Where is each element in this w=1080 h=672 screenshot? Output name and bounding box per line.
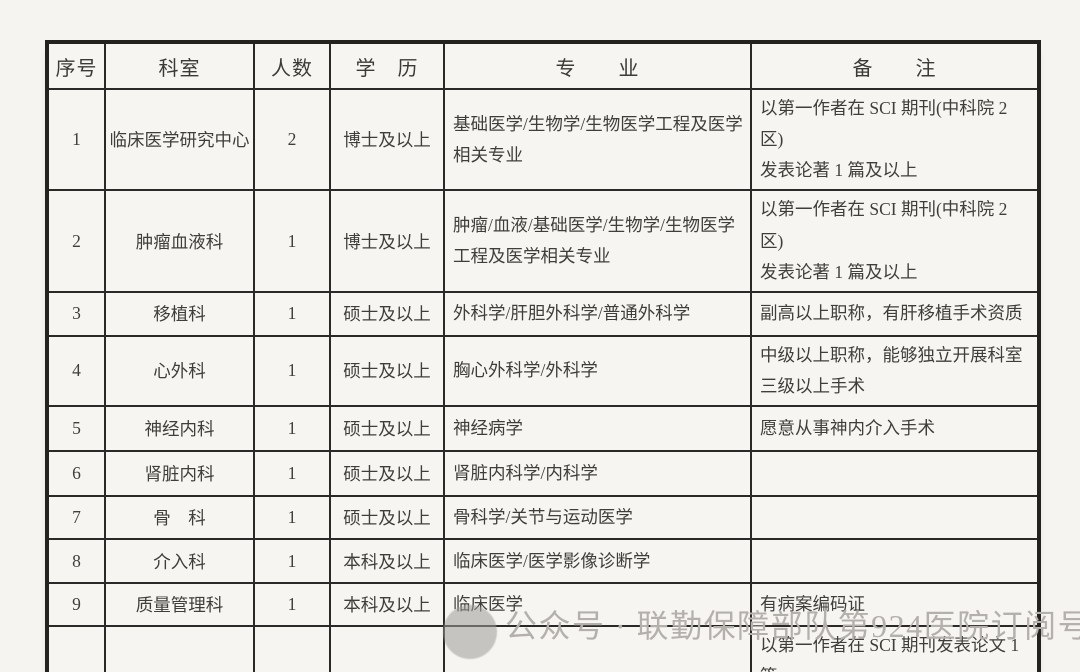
header-remark: 备 注 <box>750 41 1040 90</box>
cell-remark: 以第一作者在 SCI 期刊(中科院 2 区) 发表论著 1 篇及以上 <box>750 87 1040 192</box>
cell-major: 神经病学 <box>443 405 752 453</box>
cell-no: 10 <box>46 625 106 672</box>
cell-no: 7 <box>46 495 106 541</box>
cell-degree: 博士及以上 <box>329 87 445 192</box>
cell-remark: 以第一作者在 SCI 期刊(中科院 2 区) 发表论著 1 篇及以上 <box>750 189 1040 293</box>
cell-dept: 肾脏内科 <box>104 450 255 498</box>
table-row: 2 肿瘤血液科 1 博士及以上 肿瘤/血液/基础医学/生物学/生物医学 工程及医… <box>46 189 1040 293</box>
table-row: 5 神经内科 1 硕士及以上 神经病学 愿意从事神内介入手术 <box>46 405 1040 453</box>
cell-count: 1 <box>253 538 331 585</box>
cell-major: 外科学/肝胆外科学/普通外科学 <box>443 290 752 337</box>
cell-no: 1 <box>46 87 106 192</box>
table-row: 7 骨 科 1 硕士及以上 骨科学/关节与运动医学 <box>46 495 1040 541</box>
recruitment-table: 序号 科室 人数 学 历 专 业 备 注 1 临床医学研究中心 2 博士及以上 … <box>45 40 1041 672</box>
cell-dept: 骨 科 <box>104 495 255 541</box>
cell-dept: 移植科 <box>104 290 255 337</box>
cell-major: 肿瘤/血液/基础医学/生物学/生物医学 工程及医学相关专业 <box>443 189 752 293</box>
cell-remark: 副高以上职称，有肝移植手术资质 <box>750 290 1040 337</box>
cell-degree: 本科及以上 <box>329 582 445 628</box>
header-major: 专 业 <box>443 41 752 90</box>
cell-dept: 介入科 <box>104 538 255 585</box>
cell-no: 6 <box>46 450 106 498</box>
cell-count: 1 <box>253 290 331 337</box>
cell-degree: 硕士及以上 <box>329 450 445 498</box>
cell-major: 肾脏内科学/内科学 <box>443 450 752 498</box>
cell-major: 胸心外科学/外科学 <box>443 334 752 408</box>
cell-count: 1 <box>253 334 331 408</box>
header-degree: 学 历 <box>329 41 445 90</box>
cell-dept: 心外科 <box>104 334 255 408</box>
table-row: 3 移植科 1 硕士及以上 外科学/肝胆外科学/普通外科学 副高以上职称，有肝移… <box>46 290 1040 337</box>
cell-count: 2 <box>253 87 331 192</box>
cell-count: 1 <box>253 450 331 498</box>
table-row: 4 心外科 1 硕士及以上 胸心外科学/外科学 中级以上职称，能够独立开展科室 … <box>46 334 1040 408</box>
header-count: 人数 <box>253 41 331 90</box>
cell-dept: 临床医学研究中心 <box>104 87 255 192</box>
cell-no: 5 <box>46 405 106 453</box>
header-row: 序号 科室 人数 学 历 专 业 备 注 <box>46 41 1040 90</box>
cell-count: 1 <box>253 495 331 541</box>
cell-major: 临床医学/医学影像诊断学 <box>443 538 752 585</box>
cell-degree: 硕士及以上 <box>329 405 445 453</box>
cell-degree: 硕士及以上 <box>329 495 445 541</box>
cell-degree: 硕士及以上 <box>329 290 445 337</box>
cell-degree: 硕士及以上 <box>329 334 445 408</box>
cell-major: 临床医学 <box>443 582 752 628</box>
header-no: 序号 <box>46 41 106 90</box>
cell-remark: 有病案编码证 <box>750 582 1040 628</box>
table-row: 9 质量管理科 1 本科及以上 临床医学 有病案编码证 <box>46 582 1040 628</box>
watermark-text: 公众号 · 联勤保障部队第924医院订阅号 <box>505 608 1080 644</box>
wechat-badge-icon <box>443 605 497 659</box>
table-row: 8 介入科 1 本科及以上 临床医学/医学影像诊断学 <box>46 538 1040 585</box>
header-dept: 科室 <box>104 41 255 90</box>
table-row: 1 临床医学研究中心 2 博士及以上 基础医学/生物学/生物医学工程及医学 相关… <box>46 87 1040 192</box>
cell-remark <box>750 495 1040 541</box>
cell-dept: 科研助理 <box>104 625 255 672</box>
cell-dept: 肿瘤血液科 <box>104 189 255 293</box>
cell-count: 1 <box>253 189 331 293</box>
cell-no: 2 <box>46 189 106 293</box>
cell-no: 3 <box>46 290 106 337</box>
cell-count: 2 <box>253 625 331 672</box>
cell-no: 8 <box>46 538 106 585</box>
cell-remark: 以第一作者在 SCI 期刊发表论文 1 篇 及以上，或在核心期刊发表论著 2 篇… <box>750 625 1040 672</box>
cell-degree: 博士及以上 <box>329 189 445 293</box>
cell-count: 1 <box>253 582 331 628</box>
cell-remark: 中级以上职称，能够独立开展科室 三级以上手术 <box>750 334 1040 408</box>
cell-count: 1 <box>253 405 331 453</box>
cell-dept: 神经内科 <box>104 405 255 453</box>
cell-no: 9 <box>46 582 106 628</box>
cell-remark: 愿意从事神内介入手术 <box>750 405 1040 453</box>
cell-degree: 本科及以上 <box>329 538 445 585</box>
cell-dept: 质量管理科 <box>104 582 255 628</box>
cell-major: 基础医学/生物学/生物医学工程及医学 相关专业 <box>443 87 752 192</box>
cell-major: 骨科学/关节与运动医学 <box>443 495 752 541</box>
cell-remark <box>750 450 1040 498</box>
cell-remark <box>750 538 1040 585</box>
cell-no: 4 <box>46 334 106 408</box>
table-row: 6 肾脏内科 1 硕士及以上 肾脏内科学/内科学 <box>46 450 1040 498</box>
cell-degree: 硕士及以上 <box>329 625 445 672</box>
